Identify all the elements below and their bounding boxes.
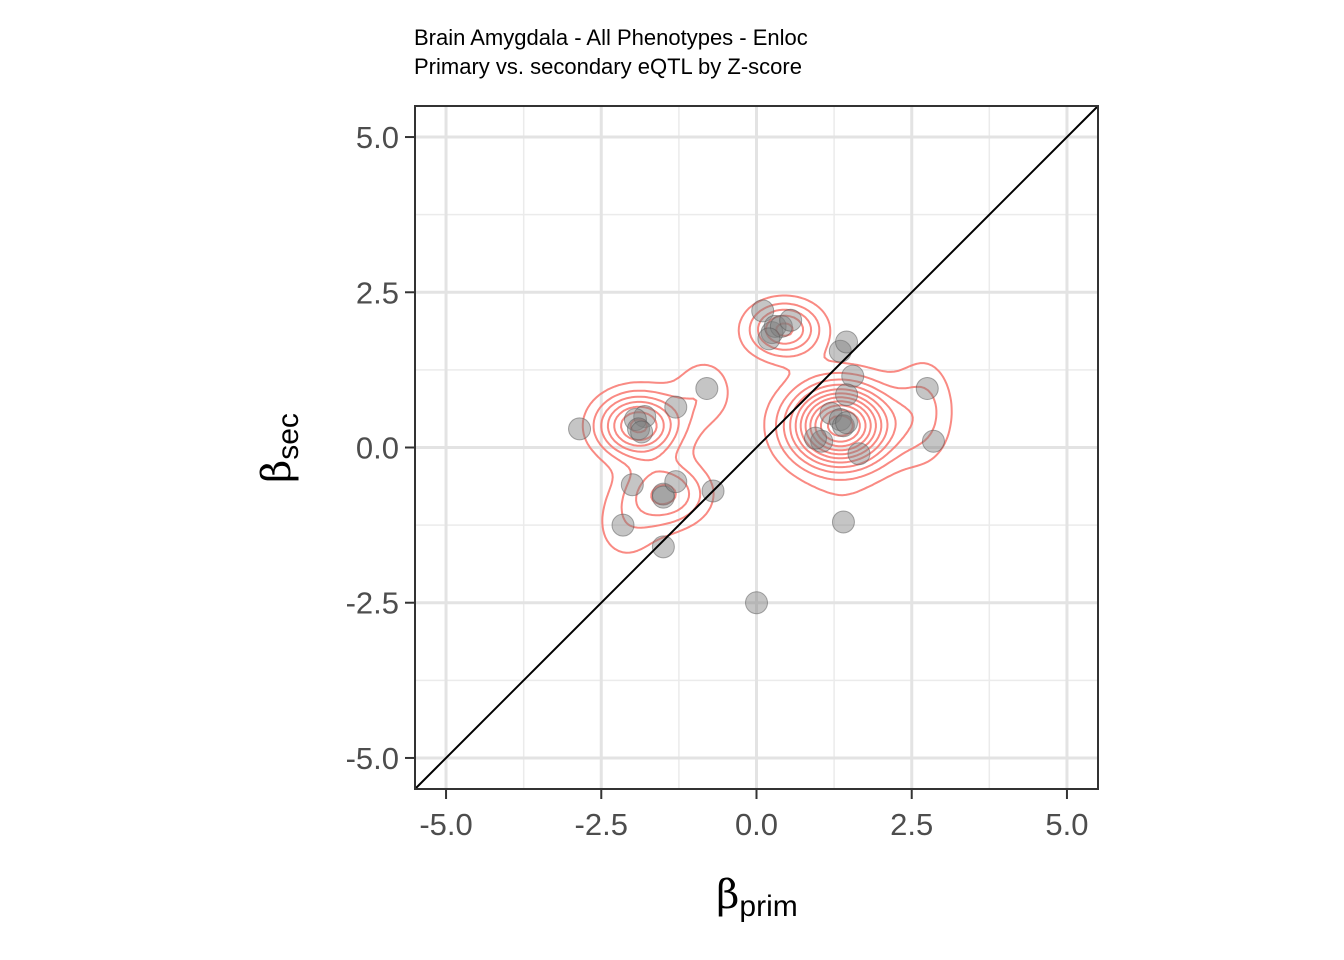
- data-point: [623, 408, 647, 432]
- x-tick-label: -2.5: [575, 807, 628, 842]
- y-axis-label: βsec: [254, 413, 305, 483]
- data-point: [835, 383, 859, 407]
- data-point: [695, 377, 719, 401]
- data-point: [835, 330, 859, 354]
- x-tick-label: 2.5: [890, 807, 933, 842]
- data-point: [751, 299, 775, 323]
- y-tick-label: 0.0: [356, 431, 399, 466]
- grid: [415, 106, 1098, 789]
- data-point: [847, 442, 871, 466]
- density-contour-line: [620, 392, 883, 460]
- density-contour-line: [613, 322, 889, 464]
- x-tick-label: 5.0: [1045, 807, 1088, 842]
- data-point: [651, 535, 675, 559]
- data-point: [568, 417, 592, 441]
- data-point: [835, 411, 859, 435]
- data-point: [630, 420, 654, 444]
- x-axis-label-symbol: β: [716, 872, 739, 918]
- data-point: [757, 327, 781, 351]
- data-point: [810, 429, 834, 453]
- y-tick-label: -2.5: [346, 586, 399, 621]
- y-axis-label-symbol: β: [254, 460, 300, 483]
- x-tick-label: 0.0: [735, 807, 778, 842]
- density-contour-line: [827, 414, 854, 437]
- density-contour-line: [581, 294, 953, 554]
- data-point: [841, 364, 865, 388]
- x-tick-label: -5.0: [419, 807, 472, 842]
- x-axis-label-subscript: prim: [739, 890, 797, 923]
- density-contour-line: [600, 308, 914, 517]
- data-points: [568, 299, 945, 615]
- data-point: [803, 426, 827, 450]
- density-contour-line: [592, 302, 938, 529]
- axis-ticks: -5.0 -2.5 0.0 2.5 5.0 -5.0 -2.5 0.0 2.5 5.0: [346, 120, 1089, 842]
- data-point: [915, 377, 939, 401]
- data-point: [620, 473, 644, 497]
- y-tick-label: 5.0: [356, 120, 399, 155]
- identity-line: [414, 105, 1099, 790]
- data-point: [664, 470, 688, 494]
- y-axis-label-subscript: sec: [272, 413, 305, 460]
- data-point: [779, 308, 803, 332]
- data-point: [633, 404, 657, 428]
- chart-title: Brain Amygdala - All Phenotypes - Enloc: [414, 25, 808, 50]
- data-point: [611, 513, 635, 537]
- data-point: [664, 395, 688, 419]
- x-axis-label: βprim: [716, 872, 797, 923]
- chart-subtitle: Primary vs. secondary eQTL by Z-score: [414, 54, 802, 79]
- data-point: [745, 591, 768, 615]
- data-point: [828, 408, 852, 432]
- density-contours: [581, 294, 953, 554]
- data-point: [627, 417, 651, 441]
- data-point: [921, 429, 945, 453]
- data-point: [831, 414, 855, 438]
- y-tick-label: -5.0: [346, 741, 399, 776]
- data-point: [651, 485, 675, 509]
- data-point: [763, 314, 787, 338]
- data-point: [831, 510, 855, 534]
- y-tick-label: 2.5: [356, 275, 399, 310]
